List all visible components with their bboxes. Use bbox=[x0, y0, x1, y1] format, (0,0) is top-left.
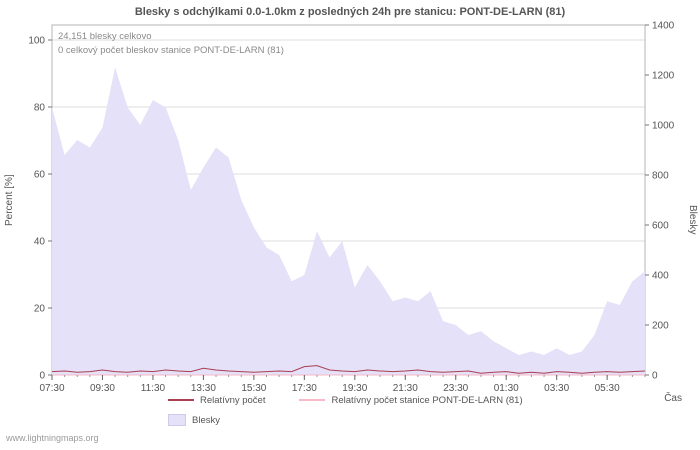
legend-item-relative: Relatívny počet bbox=[168, 395, 265, 406]
right-tick-label: 0 bbox=[652, 371, 658, 382]
x-tick-label: 11:30 bbox=[141, 383, 166, 394]
x-tick-label: 21:30 bbox=[393, 383, 418, 394]
left-tick-label: 80 bbox=[34, 103, 46, 114]
x-tick-label: 07:30 bbox=[39, 383, 64, 394]
legend-item-station: Relatívny počet stanice PONT-DE-LARN (81… bbox=[299, 394, 523, 406]
x-tick-label: 13:30 bbox=[191, 383, 216, 394]
x-tick-label: 17:30 bbox=[292, 383, 317, 394]
right-tick-label: 800 bbox=[652, 171, 669, 182]
x-tick-label: 05:30 bbox=[595, 383, 620, 394]
x-tick-label: 15:30 bbox=[241, 383, 266, 394]
legend-label-area: Blesky bbox=[192, 414, 220, 426]
x-axis-label: Čas bbox=[664, 393, 682, 404]
x-tick-label: 03:30 bbox=[544, 383, 569, 394]
watermark: www.lightningmaps.org bbox=[6, 433, 99, 443]
y-axis-right-label: Blesky bbox=[687, 205, 698, 235]
right-tick-label: 200 bbox=[652, 321, 669, 332]
right-tick-label: 1400 bbox=[652, 21, 675, 32]
left-tick-label: 60 bbox=[34, 170, 46, 181]
line-relative bbox=[51, 365, 646, 374]
relative-line-swatch bbox=[168, 399, 194, 401]
station-line-swatch bbox=[299, 399, 326, 401]
x-tick-label: 01:30 bbox=[494, 383, 519, 394]
right-tick-label: 400 bbox=[652, 271, 669, 282]
total-count-annotation: 24,151 blesky celkovo bbox=[58, 31, 152, 42]
legend-row-area: Blesky bbox=[168, 413, 551, 427]
area-swatch bbox=[168, 414, 186, 426]
left-tick-label: 0 bbox=[39, 371, 45, 382]
x-tick-label: 23:30 bbox=[443, 383, 468, 394]
chart-legend: Relatívny počet Relatívny počet stanice … bbox=[168, 393, 551, 427]
y-axis-left-label: Percent [%] bbox=[4, 174, 15, 226]
area-blesky bbox=[52, 67, 645, 375]
station-count-annotation: 0 celkový počet bleskov stanice PONT-DE-… bbox=[58, 45, 284, 56]
x-tick-label: 09:30 bbox=[90, 383, 115, 394]
left-tick-label: 100 bbox=[28, 36, 45, 47]
axes: 020406080100020040060080010001200140007:… bbox=[28, 21, 674, 395]
right-tick-label: 1000 bbox=[652, 121, 675, 132]
series bbox=[51, 67, 646, 376]
legend-item-area: Blesky bbox=[168, 414, 220, 426]
left-tick-label: 20 bbox=[34, 304, 46, 315]
legend-row-lines: Relatívny počet Relatívny počet stanice … bbox=[168, 393, 551, 407]
legend-label-relative: Relatívny počet bbox=[200, 394, 266, 406]
right-tick-label: 600 bbox=[652, 221, 669, 232]
legend-label-station: Relatívny počet stanice PONT-DE-LARN (81… bbox=[331, 394, 523, 406]
right-tick-label: 1200 bbox=[652, 71, 675, 82]
left-tick-label: 40 bbox=[34, 237, 46, 248]
chart-title: Blesky s odchýlkami 0.0-1.0km z posledný… bbox=[134, 6, 566, 18]
x-tick-label: 19:30 bbox=[342, 383, 367, 394]
